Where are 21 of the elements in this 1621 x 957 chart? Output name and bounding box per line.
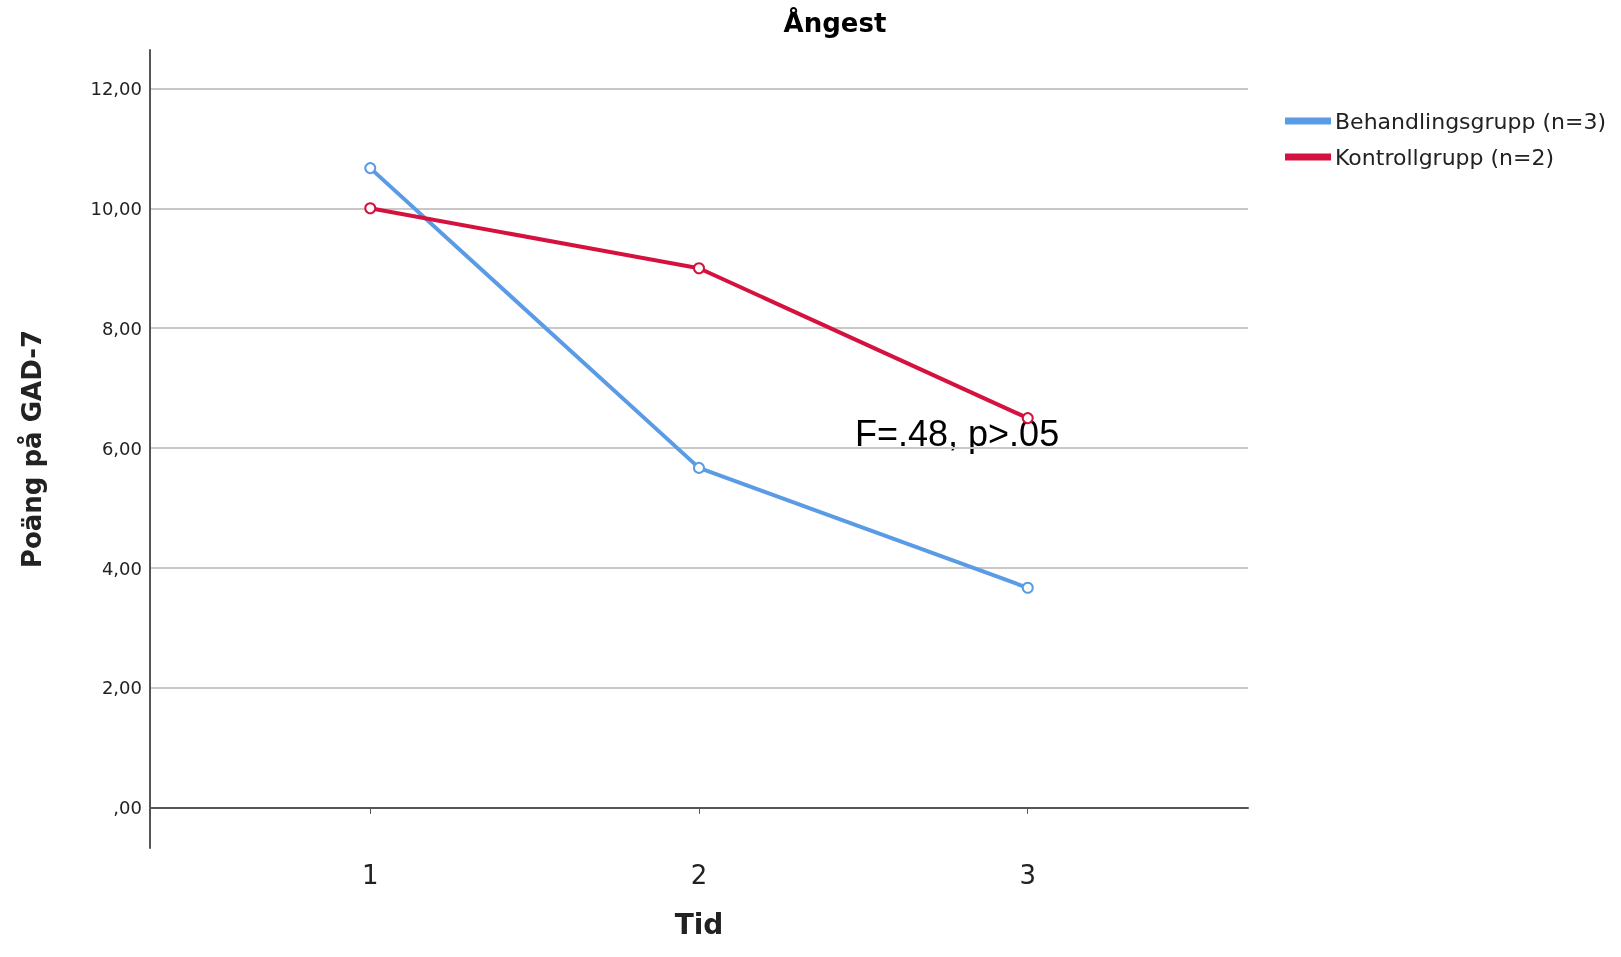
y-tick-label: 10,00: [90, 197, 142, 219]
x-tick-label: 3: [1019, 860, 1037, 890]
annotation: F=.48, p>.05: [855, 412, 1060, 454]
y-axis-title: Poäng på GAD-7: [16, 329, 47, 569]
y-tick-label: 2,00: [101, 677, 142, 699]
y-tick-label: 6,00: [101, 437, 142, 459]
legend-label: Kontrollgrupp (n=2): [1335, 144, 1555, 170]
point: [364, 202, 377, 215]
chart-title: Ångest: [783, 7, 887, 38]
x-axis-title: Tid: [674, 907, 724, 941]
legend-label: Behandlingsgrupp (n=3): [1335, 108, 1607, 134]
y-tick-label: ,00: [113, 797, 142, 819]
y-tick-label: 8,00: [101, 317, 142, 339]
x-tick-label: 1: [361, 860, 379, 890]
point: [693, 262, 705, 275]
y-tick-label: 4,00: [101, 557, 142, 579]
y-tick-label: 12,00: [90, 77, 142, 99]
point: [693, 461, 705, 474]
point: [364, 162, 377, 175]
point: [1021, 581, 1034, 594]
x-tick-label: 2: [690, 860, 708, 890]
